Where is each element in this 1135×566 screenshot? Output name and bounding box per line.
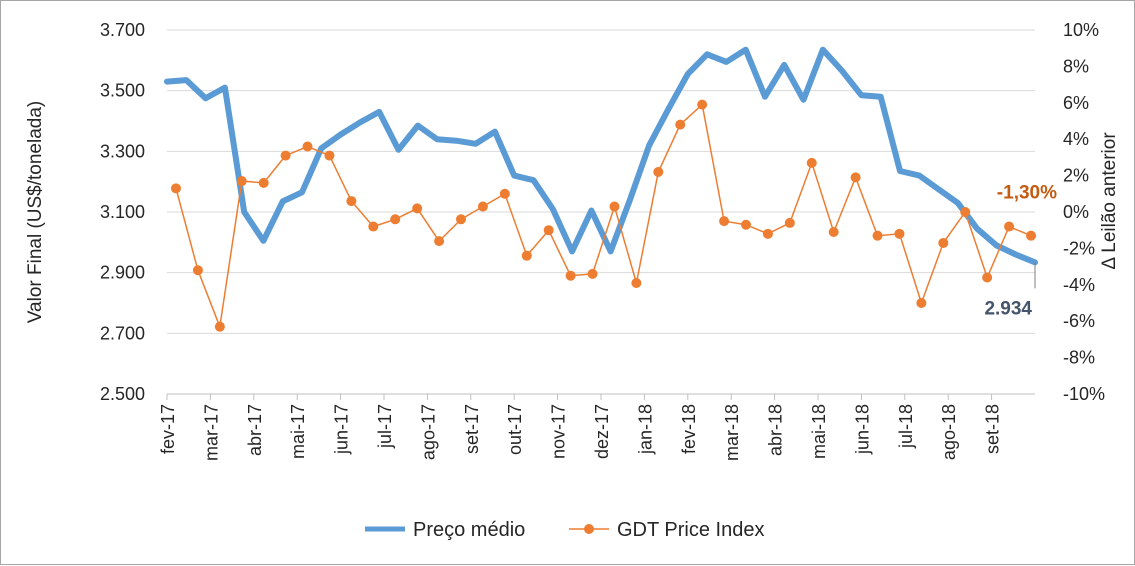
gdt-point [324,150,335,161]
annotation-last-price: 2.934 [984,298,1032,319]
gdt-point [675,119,686,130]
gdt-point [192,265,203,276]
gdt-point [302,141,313,152]
gridlines [167,29,1035,395]
gdt-point [214,321,225,332]
gdt-point [565,270,576,281]
y2-tick-label: 0% [1063,202,1089,222]
gdt-point [412,203,423,214]
left-axis-title: Valor Final (US$/tonelada) [25,101,46,323]
y-tick-label: 3.300 [100,141,145,161]
gdt-point [1004,221,1015,232]
x-tick-label: fev-18 [679,404,699,454]
x-tick-label: jun-17 [332,404,352,455]
y2-tick-label: -2% [1063,238,1095,258]
gdt-point [828,227,839,238]
y-tick-label: 3.700 [100,20,145,40]
gdt-point [280,150,291,161]
gdt-point [916,298,927,308]
x-tick-label: abr-18 [766,404,786,456]
y2-tick-label: -6% [1063,311,1095,331]
y2-tick-label: 8% [1063,56,1089,76]
gdt-point [1026,230,1036,241]
gdt-point [390,214,401,225]
legend-marker-gdt [584,524,594,534]
x-tick-label: nov-17 [549,404,569,459]
y-tick-label: 2.700 [100,323,145,343]
gdt-point [872,230,883,241]
left-axis-ticks: 2.500 2.700 2.900 3.100 3.300 3.500 3.700 [100,20,145,404]
x-tick-label: mar-17 [201,404,221,461]
x-tick-label: mar-18 [722,404,742,461]
x-tick-label: set-17 [462,404,482,454]
x-tick-label: jul-17 [375,404,395,449]
x-axis-ticks: fev-17 mar-17 abr-17 mai-17 jun-17 jul-17 ago-… [158,394,1003,461]
gdt-point [850,172,861,183]
preco-medio-line [164,46,1038,266]
gdt-point [258,177,269,188]
x-tick-label: mai-18 [809,404,829,459]
y-tick-label: 3.500 [100,81,145,101]
right-axis-ticks: -10% -8% -6% -4% -2% 0% 2% 4% 6% 8% 10% [1063,20,1105,404]
gdt-point [741,219,751,230]
legend: Preço médio GDT Price Index [365,519,764,541]
y2-tick-label: 10% [1063,20,1099,40]
x-tick-label: mai-17 [288,404,308,459]
y2-tick-label: 2% [1063,166,1089,186]
gdt-point [894,228,905,239]
gdt-point [499,188,510,199]
legend-label-gdt: GDT Price Index [617,519,764,541]
y2-tick-label: 6% [1063,93,1089,113]
gdt-point [477,201,488,212]
gdt-point [631,277,642,288]
gdt-point [346,196,357,207]
right-axis-title: Δ Leilão anterior [1099,132,1120,270]
series-gdt-price-index [171,99,1036,332]
gdt-point [543,225,554,236]
gdt-point [938,237,949,248]
x-tick-label: ago-17 [418,404,438,460]
gdt-point [960,207,971,217]
x-tick-label: out-17 [505,404,525,455]
legend-label-preco-medio: Preço médio [413,519,525,541]
y-tick-label: 3.100 [100,202,145,222]
y2-tick-label: -10% [1063,384,1105,404]
x-tick-label: jan-18 [635,404,655,455]
gdt-point [806,157,817,168]
gdt-point [456,214,466,225]
gdt-point [521,250,532,261]
x-tick-label: jun-18 [852,404,872,455]
y2-tick-label: -8% [1063,348,1095,368]
gdt-point [587,268,598,279]
gdt-point [762,228,773,239]
y2-tick-label: 4% [1063,129,1089,149]
gdt-point [171,183,181,194]
x-tick-label: dez-17 [592,404,612,459]
gdt-point [982,272,993,283]
series-preco-medio [164,46,1038,266]
gdt-line [175,103,1032,330]
gdt-point [697,99,708,110]
gdt-point [719,216,730,227]
gdt-point [236,176,247,187]
gdt-point [653,166,664,177]
x-tick-label: abr-17 [245,404,265,456]
annotations: 2.934 -1,30% [984,183,1057,320]
gdt-point [609,201,620,212]
x-tick-label: jul-18 [896,404,916,449]
y2-tick-label: -4% [1063,275,1095,295]
x-tick-label: ago-18 [939,404,959,460]
gdt-point [434,236,445,247]
annotation-last-gdt: -1,30% [997,183,1057,204]
x-tick-label: fev-17 [158,404,178,454]
y-tick-label: 2.900 [100,263,145,283]
y-tick-label: 2.500 [100,384,145,404]
gdt-point [368,221,379,232]
x-tick-label: set-18 [983,404,1003,454]
gdt-point [784,217,795,228]
